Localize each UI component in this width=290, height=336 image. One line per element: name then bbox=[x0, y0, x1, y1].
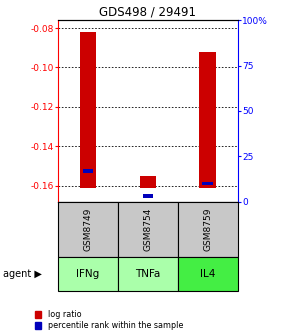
Bar bbox=[142, 195, 153, 198]
Bar bbox=[118, 257, 178, 291]
Bar bbox=[118, 202, 178, 257]
Bar bbox=[202, 182, 213, 185]
Bar bbox=[58, 257, 118, 291]
Bar bbox=[178, 202, 238, 257]
Text: GSM8749: GSM8749 bbox=[84, 208, 93, 251]
Bar bbox=[200, 52, 216, 188]
Bar bbox=[83, 169, 93, 172]
Text: agent ▶: agent ▶ bbox=[3, 269, 42, 279]
Bar bbox=[139, 176, 156, 188]
Bar bbox=[178, 257, 238, 291]
Bar bbox=[58, 202, 118, 257]
Legend: log ratio, percentile rank within the sample: log ratio, percentile rank within the sa… bbox=[33, 309, 184, 332]
Text: GSM8754: GSM8754 bbox=[143, 208, 153, 251]
Text: GSM8759: GSM8759 bbox=[203, 208, 212, 251]
Bar bbox=[79, 32, 96, 188]
Text: IL4: IL4 bbox=[200, 269, 215, 279]
Text: TNFa: TNFa bbox=[135, 269, 161, 279]
Text: IFNg: IFNg bbox=[76, 269, 99, 279]
Title: GDS498 / 29491: GDS498 / 29491 bbox=[99, 6, 196, 19]
